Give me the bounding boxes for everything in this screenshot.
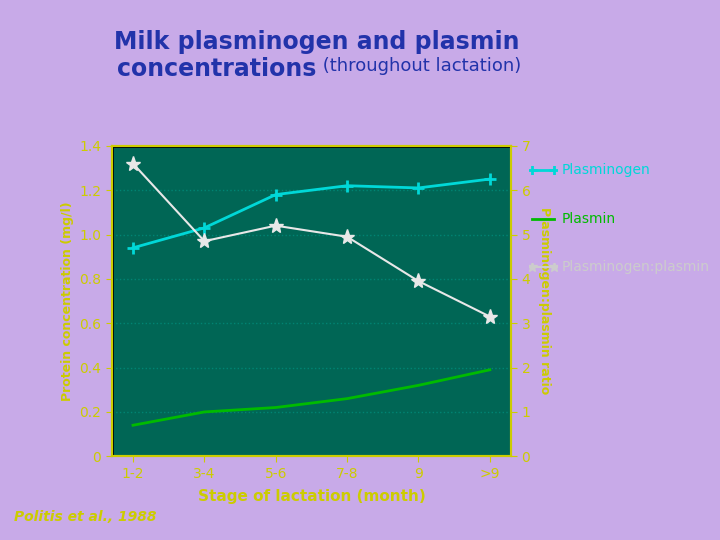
- Text: concentrations: concentrations: [117, 57, 317, 80]
- Y-axis label: Protein concentration (mg/l): Protein concentration (mg/l): [60, 201, 73, 401]
- Plasmin: [129, 422, 138, 429]
- Plasminogen:plasmin: [129, 160, 138, 167]
- Line: Plasmin: Plasmin: [133, 370, 490, 426]
- Plasminogen: [200, 225, 209, 231]
- Bar: [112, 146, 511, 456]
- Text: Politis et al., 1988: Politis et al., 1988: [14, 510, 157, 524]
- X-axis label: Stage of lactation (month): Stage of lactation (month): [197, 489, 426, 504]
- Text: Plasminogen: Plasminogen: [562, 163, 650, 177]
- Plasminogen: [414, 185, 423, 191]
- Plasminogen:plasmin: [485, 313, 494, 320]
- Text: Plasminogen:plasmin: Plasminogen:plasmin: [562, 260, 710, 274]
- Plasminogen: [271, 191, 280, 198]
- Plasmin: [485, 367, 494, 373]
- Plasminogen: [343, 183, 351, 189]
- Y-axis label: Plasminogen:plasmin ratio: Plasminogen:plasmin ratio: [539, 207, 552, 395]
- Plasminogen:plasmin: [343, 233, 351, 240]
- Plasminogen:plasmin: [271, 222, 280, 229]
- Plasminogen: [485, 176, 494, 183]
- Plasmin: [200, 409, 209, 415]
- Line: Plasminogen:plasmin: Plasminogen:plasmin: [125, 156, 498, 324]
- Plasminogen: [129, 245, 138, 251]
- Plasmin: [414, 382, 423, 389]
- Plasminogen:plasmin: [200, 238, 209, 245]
- Text: (throughout lactation): (throughout lactation): [317, 57, 521, 75]
- Text: Milk plasminogen and plasmin: Milk plasminogen and plasmin: [114, 30, 520, 53]
- Plasminogen:plasmin: [414, 278, 423, 285]
- Plasmin: [343, 395, 351, 402]
- Plasmin: [271, 404, 280, 411]
- Text: Plasmin: Plasmin: [562, 212, 616, 226]
- Line: Plasminogen: Plasminogen: [127, 173, 496, 254]
